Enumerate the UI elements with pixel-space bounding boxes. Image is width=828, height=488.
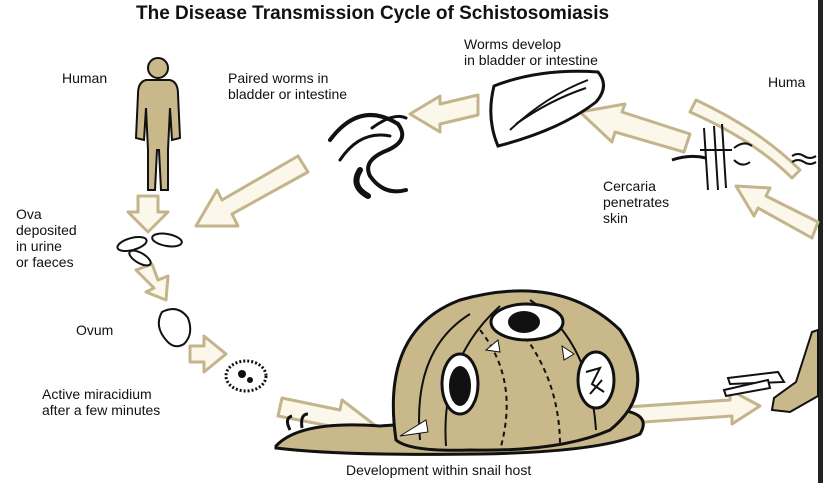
arrow-right-partial xyxy=(688,98,802,180)
paired-worms-icon xyxy=(328,113,408,199)
human-right-partial-icon xyxy=(722,328,819,414)
diagram-title: The Disease Transmission Cycle of Schist… xyxy=(136,3,610,24)
human-figure-icon xyxy=(134,57,182,191)
water-ripple-icon xyxy=(791,153,817,165)
arrow-to-worms-develop xyxy=(578,102,692,154)
arrow-ovum-to-miracidium xyxy=(188,334,228,374)
miracidium-icon xyxy=(224,359,268,393)
ova-icon xyxy=(116,232,183,267)
arrow-right-to-cercaria xyxy=(734,184,820,240)
arrow-to-paired-worms xyxy=(408,93,480,134)
snail-icon xyxy=(274,289,645,456)
label-worms-develop: Worms develop in bladder or intestine xyxy=(464,36,598,68)
label-ovum: Ovum xyxy=(76,322,114,338)
label-ova: Ova deposited in urine or faeces xyxy=(16,206,77,270)
label-cercaria: Cercaria penetrates skin xyxy=(603,178,670,226)
right-border xyxy=(818,0,823,483)
skin-cercaria-icon xyxy=(671,123,753,191)
label-human-left: Human xyxy=(62,70,108,86)
label-paired-worms: Paired worms in bladder or intestine xyxy=(228,70,348,102)
label-human-right: Huma xyxy=(768,74,806,90)
arrow-human-to-ova xyxy=(126,194,170,234)
ovum-icon xyxy=(157,308,192,348)
worms-develop-icon xyxy=(489,69,605,148)
arrow-to-ova xyxy=(194,154,310,228)
arrow-ova-to-ovum xyxy=(134,262,170,302)
label-miracidium: Active miracidium after a few minutes xyxy=(42,386,161,418)
label-snail-host: Development within snail host xyxy=(346,462,532,478)
